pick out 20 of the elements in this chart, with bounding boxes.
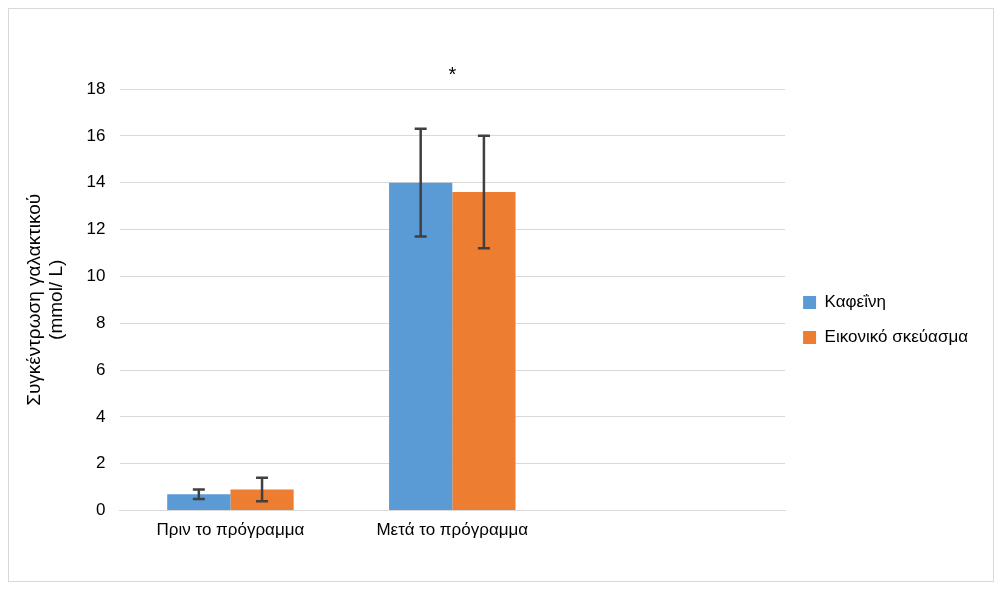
y-tick-label: 0 — [96, 500, 106, 520]
bar — [389, 182, 453, 511]
y-tick-label: 14 — [86, 172, 106, 192]
y-tick-label: 10 — [86, 266, 106, 286]
y-tick-label: 6 — [96, 359, 106, 379]
bar — [230, 489, 294, 511]
x-tick-label: Μετά το πρόγραμμα — [376, 520, 529, 540]
text: * — [448, 62, 457, 85]
y-tick-label: 16 — [86, 125, 106, 145]
bar — [167, 494, 231, 511]
legend-label: Καφεΐνη — [824, 292, 886, 312]
y-tick-label: 12 — [86, 219, 106, 239]
y-tick-label: 2 — [96, 453, 106, 473]
bar — [452, 192, 516, 511]
y-tick-label: 18 — [86, 78, 106, 98]
y-axis-title: Συγκέντρωση γαλακτικού (mmol/ L) — [22, 193, 67, 406]
y-tick-label: 8 — [96, 312, 106, 332]
y-tick-label: 4 — [96, 406, 106, 426]
legend-label: Εικονικό σκεύασμα — [824, 327, 969, 347]
x-tick-label: Πριν το πρόγραμμα — [156, 520, 305, 540]
